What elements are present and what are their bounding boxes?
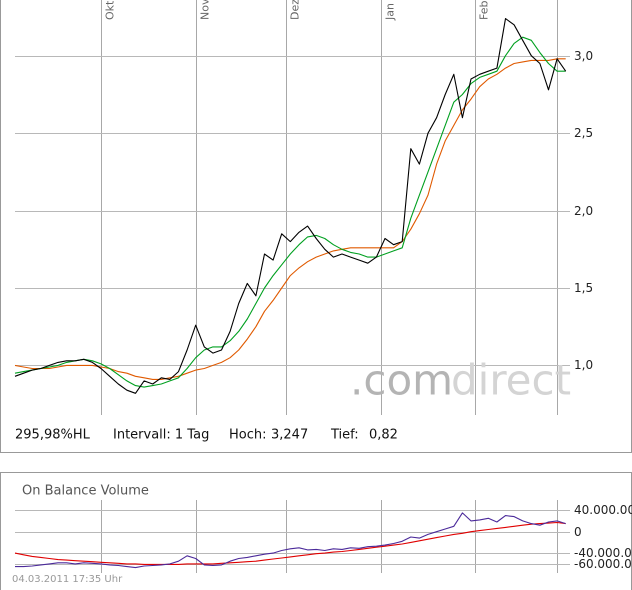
series-line — [14, 36, 566, 388]
series-line — [14, 521, 566, 565]
month-label: Dez — [289, 0, 302, 20]
y-tick-label: 1,0 — [574, 358, 593, 372]
y-tick-label: 2,0 — [574, 204, 593, 218]
y-tick-label: 40.000.000 — [574, 503, 632, 517]
low-label: Tief: — [330, 428, 359, 443]
y-tick-label: 3,0 — [574, 49, 593, 63]
watermark: .com direct — [350, 356, 571, 405]
y-tick-label: 1,5 — [574, 281, 593, 295]
y-tick-label: -40.000.000 — [574, 546, 632, 560]
watermark-com: .com — [350, 356, 453, 405]
price-panel — [0, 0, 632, 453]
y-tick-label: 2,5 — [574, 126, 593, 140]
series-line — [14, 18, 567, 394]
timestamp: 04.03.2011 17:35 Uhr — [12, 574, 123, 585]
series-line — [14, 58, 566, 380]
y-tick-label: 0 — [574, 525, 582, 539]
obv-panel — [0, 472, 632, 590]
month-label: Okt — [104, 0, 117, 20]
watermark-direct: direct — [451, 356, 571, 405]
high-value: 3,247 — [271, 428, 308, 443]
high-label: Hoch: — [229, 428, 267, 443]
range-info: 295,98%HL — [15, 428, 91, 443]
obv-title: On Balance Volume — [22, 484, 149, 499]
month-label: Jan — [384, 3, 397, 21]
low-value: 0,82 — [369, 428, 398, 443]
month-label: Feb — [478, 1, 491, 20]
month-label: Nov — [199, 0, 212, 20]
interval-info: Intervall: 1 Tag — [113, 428, 209, 443]
series-line — [15, 512, 566, 569]
y-tick-label: -60.000.000 — [574, 557, 632, 571]
